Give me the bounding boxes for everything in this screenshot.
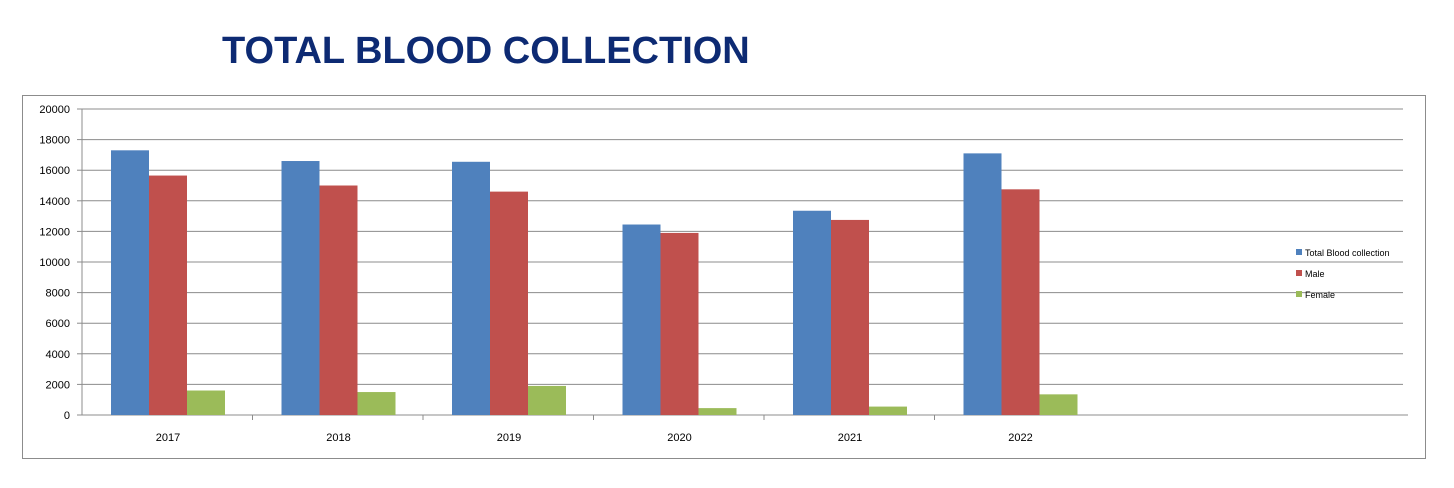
y-axis: 0 2000 4000 6000 8000 10000 12000 14000 16000 180… [39, 104, 83, 422]
y-tick-label: 0 [64, 410, 70, 422]
x-tick-label: 2019 [497, 432, 521, 444]
gridlines [82, 108, 1403, 416]
bar-female-2018 [357, 392, 396, 415]
legend-swatch [1296, 291, 1302, 297]
bar-female-2020 [698, 408, 737, 415]
legend-label: Total Blood collection [1305, 248, 1390, 258]
x-tick-label: 2020 [667, 432, 691, 444]
y-tick-label: 10000 [39, 257, 70, 269]
bar-female-2019 [528, 385, 566, 415]
y-tick-label: 16000 [39, 165, 70, 177]
bar-male-2020 [660, 232, 699, 415]
bar-female-2021 [869, 406, 907, 415]
legend: Total Blood collection Male Female [1296, 248, 1390, 300]
bar-male-2022 [1001, 189, 1040, 415]
bar-total-blood-collection-2018 [281, 161, 320, 415]
bars [111, 150, 1078, 415]
y-tick-label: 2000 [46, 379, 70, 391]
chart-frame [22, 95, 1426, 459]
bar-male-2019 [490, 191, 528, 415]
bar-male-2017 [149, 175, 187, 415]
x-tick-label: 2022 [1008, 432, 1032, 444]
bar-total-blood-collection-2022 [963, 153, 1002, 415]
y-tick-label: 20000 [39, 104, 70, 116]
bar-male-2018 [319, 185, 358, 415]
chart-title: TOTAL BLOOD COLLECTION [222, 30, 750, 72]
bar-total-blood-collection-2017 [111, 150, 149, 415]
x-tick-label: 2021 [838, 432, 862, 444]
bar-male-2021 [831, 219, 869, 415]
bar-female-2022 [1039, 394, 1078, 415]
legend-swatch [1296, 270, 1302, 276]
y-tick-label: 14000 [39, 196, 70, 208]
legend-swatch [1296, 249, 1302, 255]
x-axis: 2017 2018 2019 2020 2021 2022 [82, 414, 1408, 444]
bar-total-blood-collection-2021 [793, 210, 831, 415]
bar-total-blood-collection-2020 [622, 224, 661, 415]
y-tick-label: 6000 [46, 318, 70, 330]
x-tick-label: 2018 [326, 432, 350, 444]
y-tick-label: 8000 [46, 288, 70, 300]
legend-label: Male [1305, 269, 1325, 279]
y-tick-label: 12000 [39, 226, 70, 238]
bar-total-blood-collection-2019 [452, 161, 490, 415]
x-tick-label: 2017 [156, 432, 180, 444]
y-tick-label: 4000 [46, 349, 70, 361]
bar-female-2017 [187, 390, 225, 415]
y-tick-label: 18000 [39, 135, 70, 147]
legend-label: Female [1305, 290, 1335, 300]
